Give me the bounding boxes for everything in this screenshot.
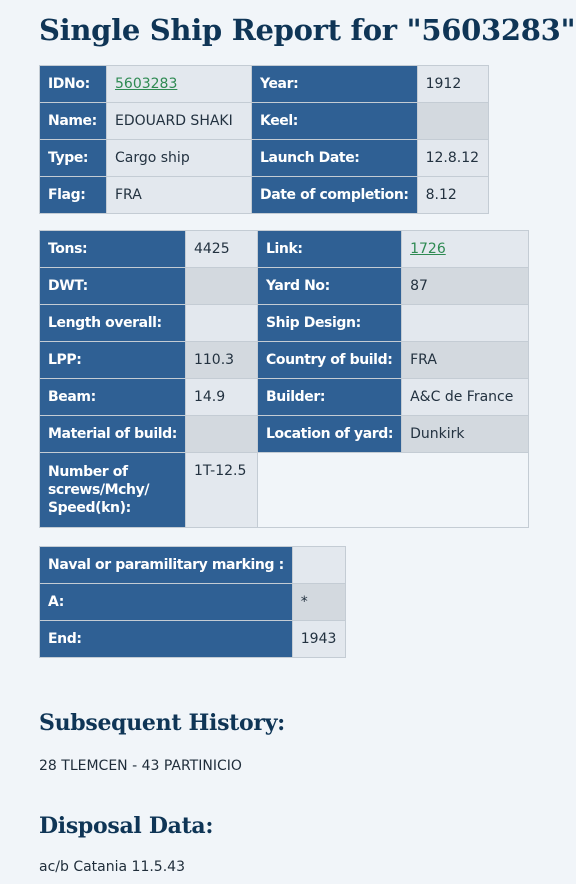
table-row: End: 1943 bbox=[39, 620, 346, 658]
length-overall-label: Length overall: bbox=[39, 304, 186, 342]
table-row: Number of screws/Mchy/ Speed(kn): 1T-12.… bbox=[39, 452, 530, 528]
link-label: Link: bbox=[256, 230, 403, 268]
table-row: Material of build: Location of yard: Dun… bbox=[39, 415, 530, 453]
keel-label: Keel: bbox=[251, 102, 418, 140]
beam-label: Beam: bbox=[39, 378, 186, 416]
material-value bbox=[184, 415, 258, 453]
general-info-table: IDNo: 5603283 Year: 1912 Name: EDOUARD S… bbox=[39, 65, 489, 214]
table-row: Tons: 4425 Link: 1726 bbox=[39, 230, 530, 268]
table-row: LPP: 110.3 Country of build: FRA bbox=[39, 341, 530, 379]
link-value[interactable]: 1726 bbox=[410, 241, 446, 257]
launch-date-value: 12.8.12 bbox=[416, 139, 489, 177]
type-value: Cargo ship bbox=[106, 139, 252, 177]
launch-date-label: Launch Date: bbox=[251, 139, 418, 177]
ship-design-label: Ship Design: bbox=[256, 304, 403, 342]
country-of-build-value: FRA bbox=[401, 341, 530, 379]
a-label: A: bbox=[39, 583, 293, 621]
table-row: Length overall: Ship Design: bbox=[39, 304, 530, 342]
screws-label: Number of screws/Mchy/ Speed(kn): bbox=[39, 452, 186, 528]
dwt-label: DWT: bbox=[39, 267, 186, 305]
ship-design-value bbox=[401, 304, 530, 342]
table-row: Beam: 14.9 Builder: A&C de France bbox=[39, 378, 530, 416]
keel-value bbox=[416, 102, 489, 140]
location-of-yard-value: Dunkirk bbox=[401, 415, 530, 453]
screws-value: 1T-12.5 bbox=[184, 452, 258, 528]
flag-value: FRA bbox=[106, 176, 252, 214]
location-of-yard-label: Location of yard: bbox=[256, 415, 403, 453]
page-title: Single Ship Report for "5603283" bbox=[39, 13, 576, 47]
year-value: 1912 bbox=[416, 65, 489, 103]
specifications-table: Tons: 4425 Link: 1726 DWT: Yard No: 87 L… bbox=[39, 230, 530, 528]
lpp-label: LPP: bbox=[39, 341, 186, 379]
table-row: Type: Cargo ship Launch Date: 12.8.12 bbox=[39, 139, 489, 177]
lpp-value: 110.3 bbox=[184, 341, 258, 379]
idno-cell: 5603283 bbox=[106, 65, 252, 103]
yard-no-value: 87 bbox=[401, 267, 530, 305]
name-value: EDOUARD SHAKI bbox=[106, 102, 252, 140]
idno-link[interactable]: 5603283 bbox=[115, 76, 178, 92]
year-label: Year: bbox=[251, 65, 418, 103]
a-value: * bbox=[291, 583, 346, 621]
naval-marking-table: Naval or paramilitary marking : A: * End… bbox=[39, 546, 346, 658]
material-label: Material of build: bbox=[39, 415, 186, 453]
link-cell: 1726 bbox=[401, 230, 530, 268]
tons-value: 4425 bbox=[184, 230, 258, 268]
builder-value: A&C de France bbox=[401, 378, 530, 416]
yard-no-label: Yard No: bbox=[256, 267, 403, 305]
naval-marking-value bbox=[291, 546, 346, 584]
flag-label: Flag: bbox=[39, 176, 107, 214]
end-value: 1943 bbox=[291, 620, 346, 658]
disposal-data-heading: Disposal Data: bbox=[39, 813, 214, 839]
dwt-value bbox=[184, 267, 258, 305]
idno-label: IDNo: bbox=[39, 65, 107, 103]
table-row: Naval or paramilitary marking : bbox=[39, 546, 346, 584]
subsequent-history-heading: Subsequent History: bbox=[39, 710, 286, 736]
subsequent-history-text: 28 TLEMCEN - 43 PARTINICIO bbox=[39, 758, 242, 774]
type-label: Type: bbox=[39, 139, 107, 177]
builder-label: Builder: bbox=[256, 378, 403, 416]
naval-marking-label: Naval or paramilitary marking : bbox=[39, 546, 293, 584]
empty-cell bbox=[256, 452, 530, 528]
table-row: Name: EDOUARD SHAKI Keel: bbox=[39, 102, 489, 140]
completion-date-label: Date of completion: bbox=[251, 176, 418, 214]
table-row: A: * bbox=[39, 583, 346, 621]
length-overall-value bbox=[184, 304, 258, 342]
table-row: DWT: Yard No: 87 bbox=[39, 267, 530, 305]
table-row: Flag: FRA Date of completion: 8.12 bbox=[39, 176, 489, 214]
disposal-data-text: ac/b Catania 11.5.43 bbox=[39, 859, 185, 875]
tons-label: Tons: bbox=[39, 230, 186, 268]
beam-value: 14.9 bbox=[184, 378, 258, 416]
end-label: End: bbox=[39, 620, 293, 658]
name-label: Name: bbox=[39, 102, 107, 140]
country-of-build-label: Country of build: bbox=[256, 341, 403, 379]
table-row: IDNo: 5603283 Year: 1912 bbox=[39, 65, 489, 103]
completion-date-value: 8.12 bbox=[416, 176, 489, 214]
